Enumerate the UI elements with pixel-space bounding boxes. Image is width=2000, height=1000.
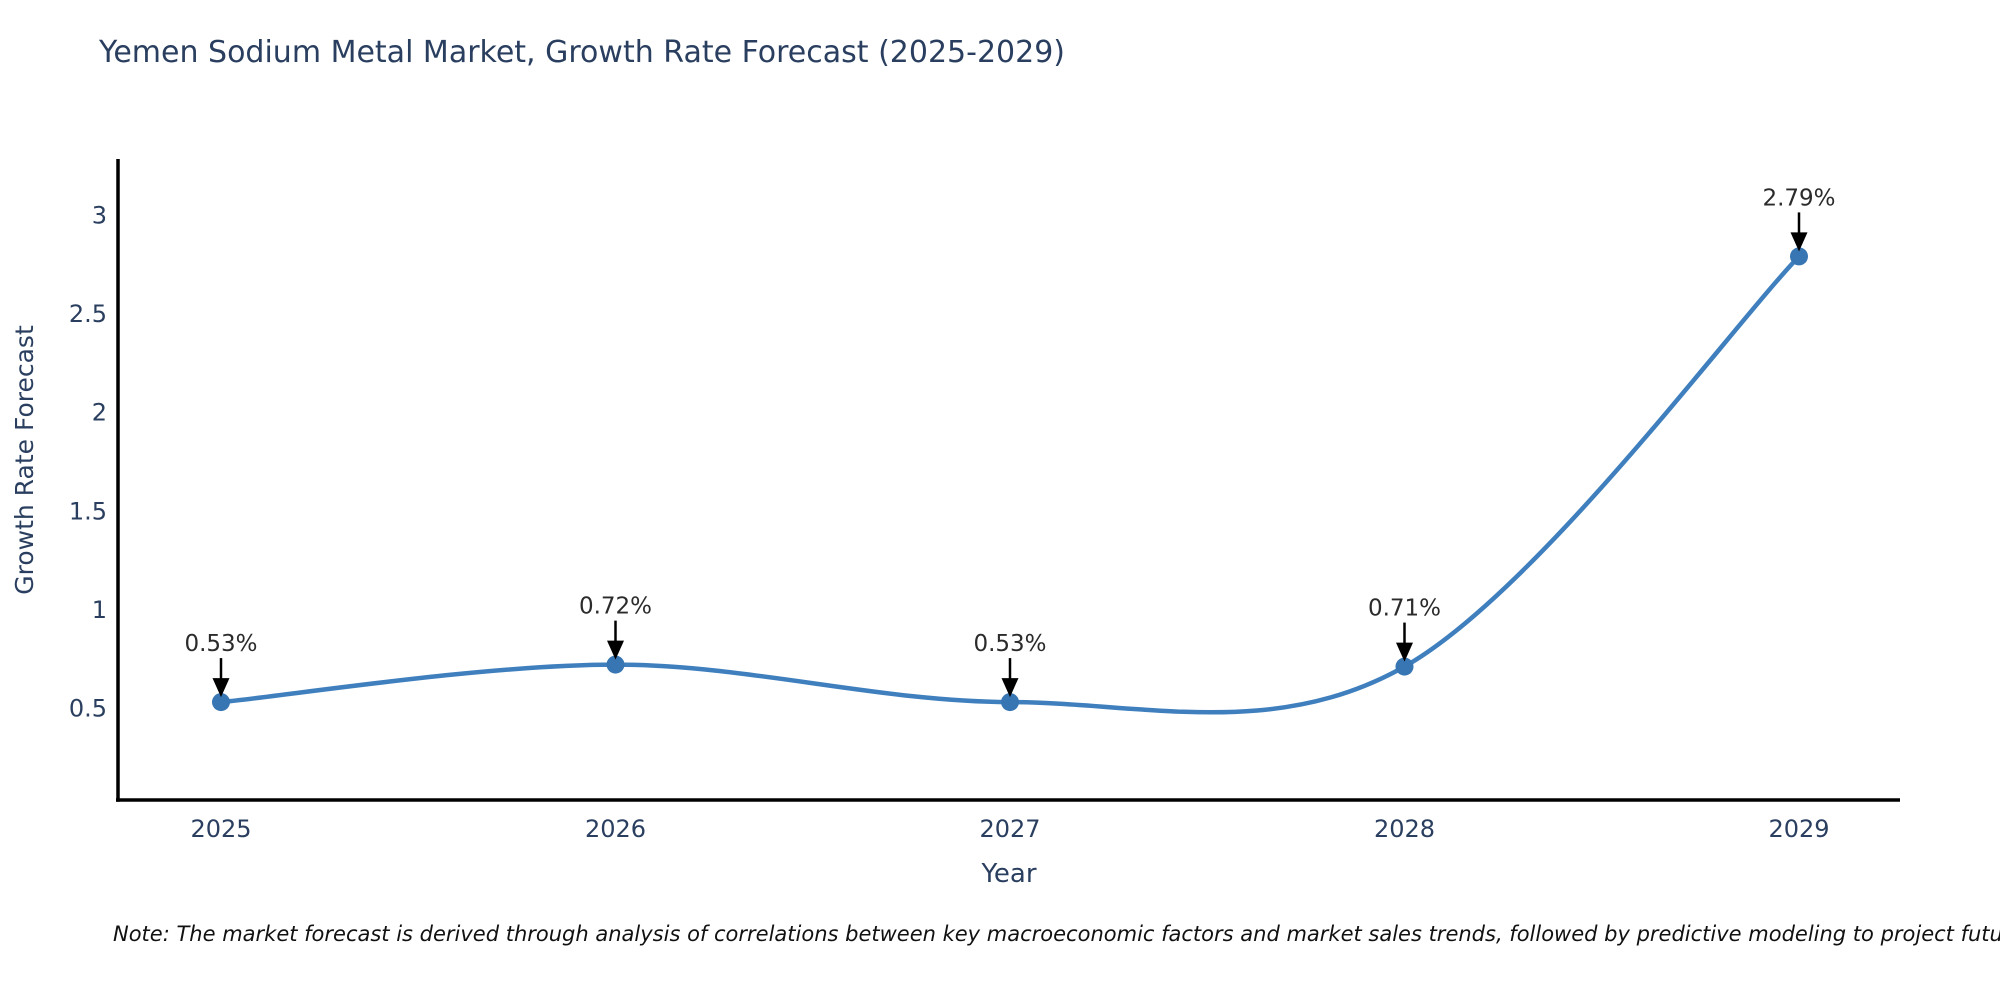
data-point-2027[interactable] (1001, 693, 1019, 712)
footnote: Note: The market forecast is derived thr… (113, 922, 2000, 946)
y-tick-label: 2 (92, 399, 107, 427)
data-point-2029[interactable] (1790, 247, 1808, 266)
point-annotation: 0.53% (973, 631, 1046, 657)
x-tick-label: 2027 (979, 815, 1040, 843)
annotation-arrowhead (1396, 642, 1413, 662)
x-tick-label: 2026 (585, 815, 646, 843)
y-axis-title: Growth Rate Forecast (10, 325, 39, 595)
trend-line (218, 254, 1802, 715)
x-tick-label: 2025 (190, 815, 251, 843)
annotation-arrowhead (1001, 678, 1019, 698)
chart-title: Yemen Sodium Metal Market, Growth Rate F… (99, 35, 1065, 70)
data-point-2026[interactable] (606, 655, 625, 674)
y-tick-label: 3 (92, 202, 107, 230)
y-tick-label: 2.5 (69, 300, 107, 328)
y-tick-label: 1 (92, 596, 107, 624)
x-tick-label: 2029 (1768, 815, 1829, 843)
data-point-2025[interactable] (212, 693, 230, 712)
y-tick-label: 1.5 (69, 497, 107, 525)
point-annotation: 0.72% (579, 594, 652, 620)
data-point-2028[interactable] (1395, 657, 1414, 676)
point-annotation: 0.71% (1368, 596, 1441, 622)
y-tick-label: 0.5 (69, 695, 107, 723)
x-axis-title: Year (980, 859, 1036, 889)
point-annotation: 2.79% (1762, 185, 1835, 211)
annotation-arrowhead (212, 678, 230, 698)
x-tick-label: 2028 (1374, 815, 1435, 843)
annotation-arrowhead (1790, 232, 1808, 252)
annotation-arrowhead (607, 640, 624, 660)
point-annotation: 0.53% (184, 631, 257, 657)
